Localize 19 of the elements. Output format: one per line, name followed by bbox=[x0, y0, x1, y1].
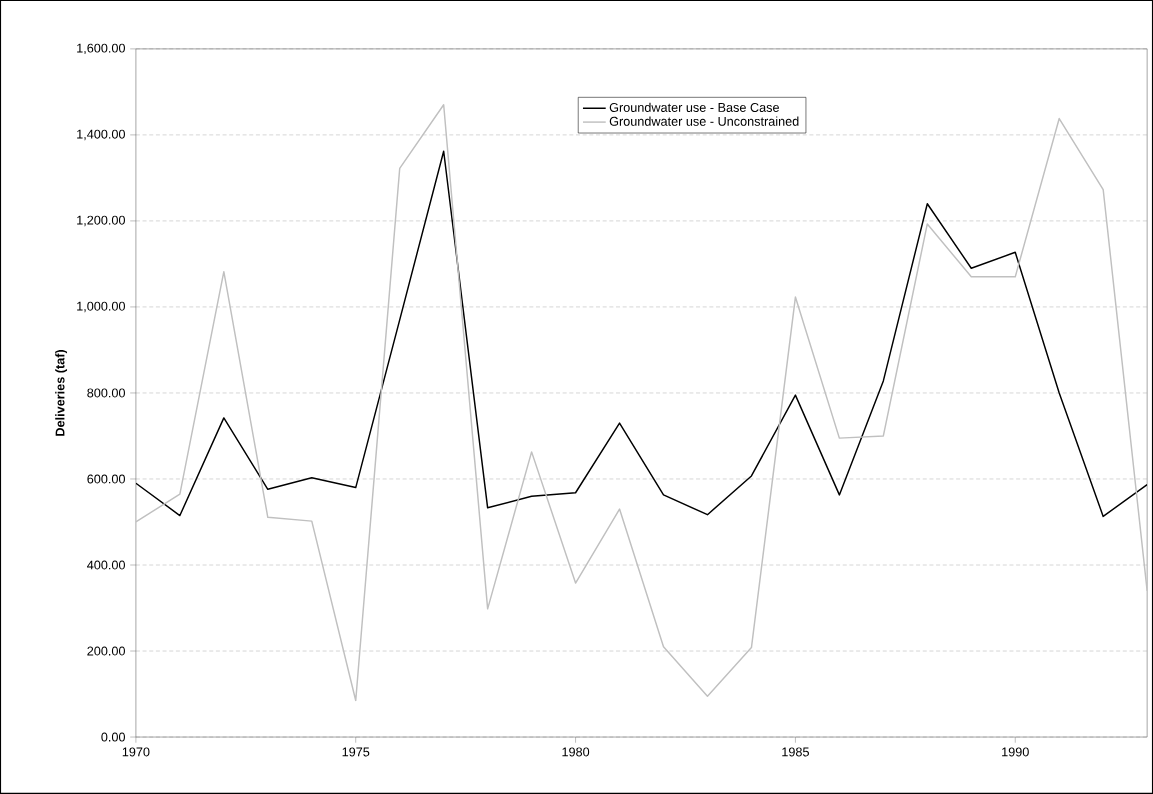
line-series bbox=[135, 150, 1148, 518]
x-tick-label: 1970 bbox=[122, 747, 150, 757]
line-series bbox=[135, 104, 1148, 702]
y-tick-label: 0.00 bbox=[101, 732, 125, 742]
x-tick-label: 1975 bbox=[342, 747, 370, 757]
legend-label: Groundwater use - Unconstrained bbox=[609, 116, 799, 126]
x-tick-label: 1990 bbox=[1002, 747, 1029, 757]
y-axis-title: Deliveries (taf) bbox=[55, 349, 68, 436]
y-tick-label: 600.00 bbox=[87, 474, 125, 484]
legend-label: Groundwater use - Base Case bbox=[609, 102, 779, 112]
x-tick-label: 1985 bbox=[782, 747, 809, 757]
y-tick-label: 400.00 bbox=[87, 560, 125, 570]
y-tick-label: 1,000.00 bbox=[77, 301, 125, 313]
y-tick-label: 1,600.00 bbox=[77, 43, 125, 55]
x-tick-label: 1980 bbox=[562, 747, 590, 757]
y-tick-label: 1,400.00 bbox=[77, 129, 125, 141]
y-tick-label: 1,200.00 bbox=[77, 215, 125, 227]
y-tick-label: 800.00 bbox=[87, 388, 125, 398]
y-tick-label: 200.00 bbox=[87, 646, 125, 656]
